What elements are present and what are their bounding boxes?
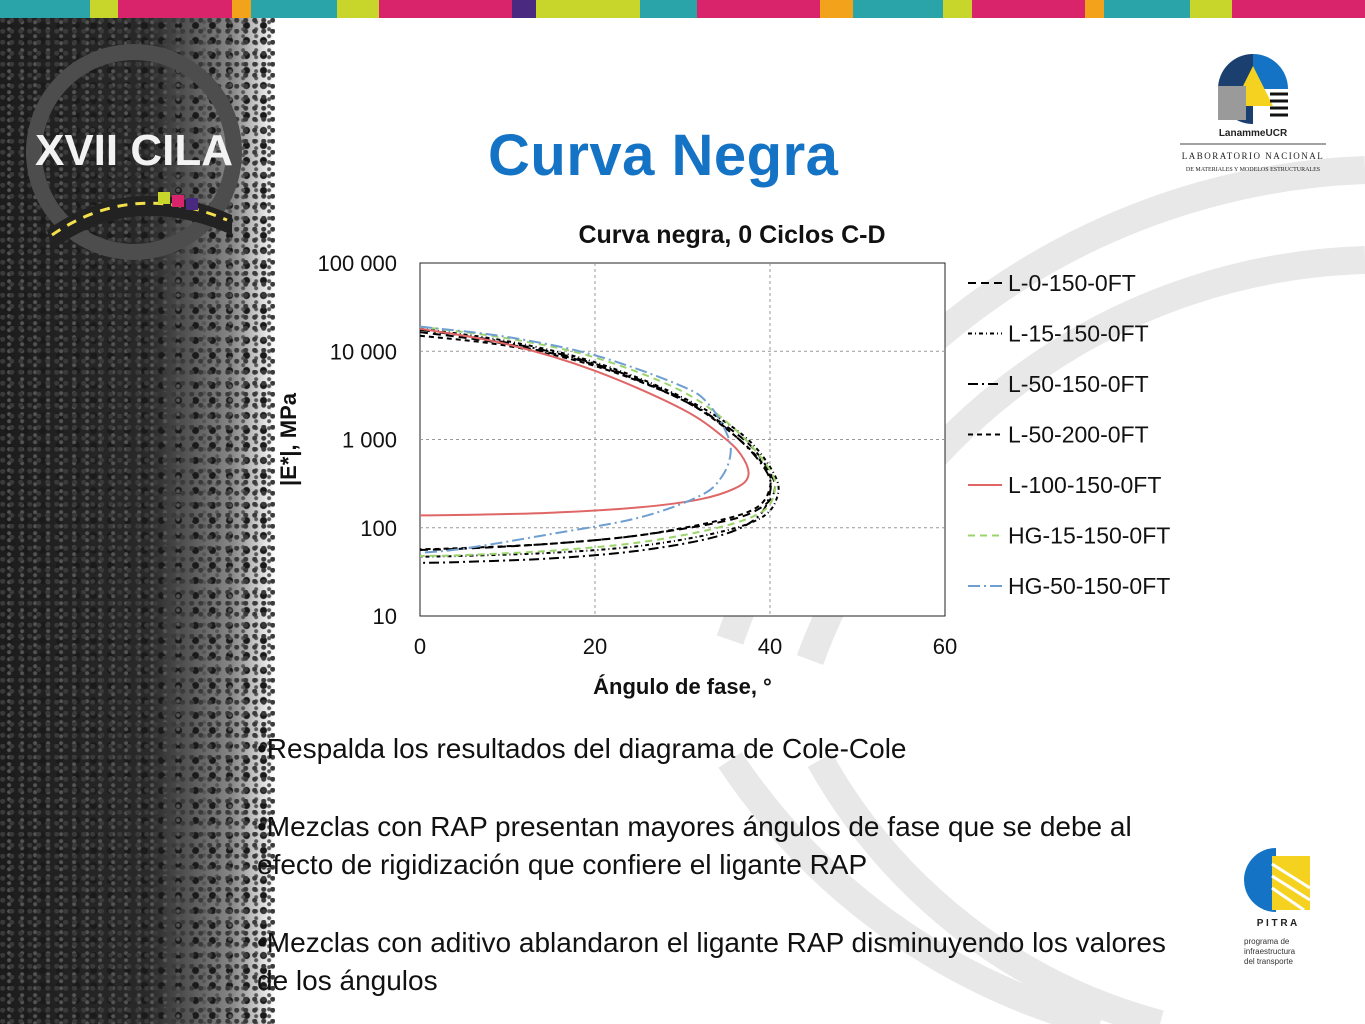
chart-title: Curva negra, 0 Ciclos C-D [578, 221, 885, 249]
legend-label: L-100-150-0FT [1008, 472, 1161, 498]
top-bar-segment [232, 0, 252, 18]
top-bar-segment [1189, 0, 1233, 18]
page-title: Curva Negra [488, 123, 839, 188]
top-bar-segment [696, 0, 820, 18]
top-bar-segment [0, 0, 91, 18]
series-line [419, 328, 772, 564]
x-tick-label: 20 [583, 634, 607, 659]
lanamme-name: LanammeUCR [1219, 128, 1288, 139]
bullet-item: •Mezclas con RAP presentan mayores ángul… [257, 811, 1132, 880]
top-bar-segment [819, 0, 854, 18]
top-bar-segment [379, 0, 512, 18]
pitra-line1: programa de [1244, 937, 1290, 946]
legend-label: L-0-150-0FT [1008, 270, 1136, 296]
legend-label: L-50-200-0FT [1008, 422, 1149, 448]
cila-logo-text: XVII CILA [35, 126, 233, 175]
top-bar-segment [853, 0, 944, 18]
y-tick-label: 1 000 [342, 428, 397, 453]
pitra-name: P I T R A [1257, 918, 1298, 929]
y-tick-label: 10 000 [330, 339, 397, 364]
top-bar-segment [118, 0, 233, 18]
pitra-logo: P I T R A programa de infraestructura de… [1244, 848, 1311, 966]
top-bar-segment [90, 0, 119, 18]
y-tick-label: 10 [373, 604, 397, 629]
top-bar-segment [971, 0, 1086, 18]
plot-area [419, 262, 946, 617]
y-tick-label: 100 000 [317, 251, 397, 276]
top-bar-segment [336, 0, 380, 18]
bullet-item: •Respalda los resultados del diagrama de… [257, 733, 907, 764]
top-color-bar [0, 0, 1365, 18]
black-curve-chart: Curva negra, 0 Ciclos C-D 0 20 40 60 10 100 1 0… [276, 221, 1170, 699]
series-line [419, 325, 777, 557]
top-bar-segment [639, 0, 697, 18]
x-tick-label: 60 [933, 634, 957, 659]
legend-label: HG-15-150-0FT [1008, 523, 1170, 549]
pitra-line2: infraestructura [1244, 947, 1296, 956]
series-line [419, 325, 732, 554]
x-axis-label: Ángulo de fase, ° [593, 674, 772, 699]
y-axis-label: |E*|, MPa [276, 392, 301, 486]
bullet-list: •Respalda los resultados del diagrama de… [257, 730, 1197, 1000]
top-bar-segment [1104, 0, 1190, 18]
top-bar-segment [511, 0, 536, 18]
lanamme-line2: DE MATERIALES Y MODELOS ESTRUCTURALES [1186, 167, 1320, 173]
top-bar-segment [1232, 0, 1365, 18]
series-line [419, 327, 750, 517]
top-bar-segment [251, 0, 337, 18]
x-tick-label: 0 [414, 634, 426, 659]
lanamme-line1: LABORATORIO NACIONAL [1182, 151, 1325, 161]
cila-logo: XVII CILA [26, 44, 242, 260]
lanamme-logo: LanammeUCR LABORATORIO NACIONAL DE MATER… [1180, 54, 1326, 173]
series-line [419, 334, 772, 551]
legend-label: HG-50-150-0FT [1008, 573, 1170, 599]
bullet-item: •Mezclas con aditivo ablandaron el ligan… [257, 927, 1166, 996]
y-tick-label: 100 [360, 516, 397, 541]
top-bar-segment [535, 0, 640, 18]
legend-label: L-50-150-0FT [1008, 371, 1149, 397]
top-bar-segment [1085, 0, 1105, 18]
pitra-line3: del transporte [1244, 957, 1293, 966]
series-line [419, 327, 780, 558]
x-tick-label: 40 [758, 634, 782, 659]
top-bar-segment [943, 0, 972, 18]
legend-label: L-15-150-0FT [1008, 321, 1149, 347]
